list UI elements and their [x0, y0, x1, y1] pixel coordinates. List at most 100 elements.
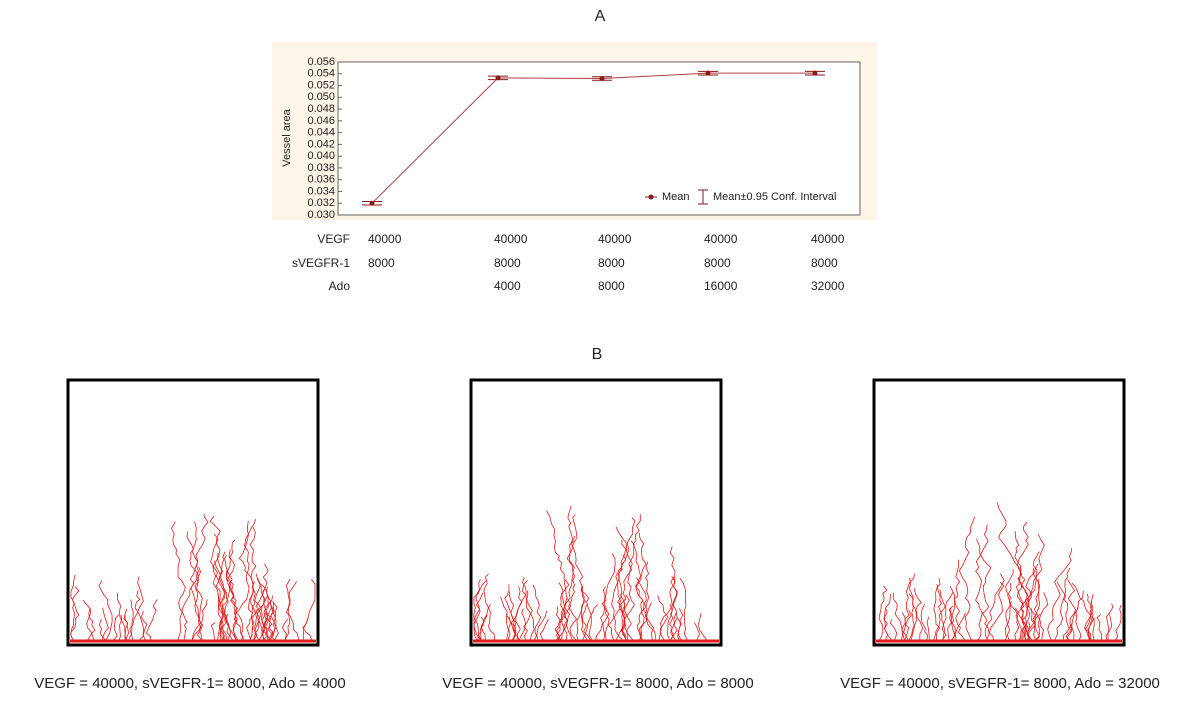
- y-tick-label: 0.046: [307, 115, 335, 127]
- vessel: [140, 610, 148, 641]
- vessel: [908, 593, 916, 641]
- vessel: [554, 606, 562, 641]
- vessel: [567, 505, 578, 641]
- vessel: [268, 601, 277, 641]
- vessel: [1007, 583, 1020, 641]
- image-frame: [872, 378, 1126, 647]
- vessel: [908, 588, 922, 641]
- vessel: [210, 533, 228, 641]
- vessel: [522, 577, 533, 641]
- vessel: [473, 579, 481, 641]
- vessel: [936, 583, 946, 641]
- vessel: [224, 613, 233, 641]
- vessel: [694, 622, 700, 641]
- vessel: [258, 606, 273, 641]
- y-tick-label: 0.036: [307, 174, 335, 186]
- y-tick-label: 0.052: [307, 79, 335, 91]
- vessel: [102, 607, 109, 641]
- vessel: [657, 595, 669, 641]
- vessel: [1115, 604, 1122, 641]
- vessel: [1056, 581, 1073, 641]
- y-tick-label: 0.034: [307, 185, 335, 197]
- vessel: [1096, 614, 1102, 641]
- vessel: [70, 586, 80, 641]
- point: [812, 70, 818, 76]
- vessel: [611, 517, 636, 641]
- vessel: [1065, 578, 1077, 641]
- vessel-image: [66, 378, 320, 647]
- vessel: [1071, 622, 1075, 641]
- vessel: [617, 554, 627, 641]
- legend-label: Mean±0.95 Conf. Interval: [713, 191, 836, 203]
- vessel: [217, 553, 232, 641]
- table-cell: 8000: [598, 279, 625, 293]
- vessel-image: [872, 378, 1126, 647]
- vessel: [1035, 592, 1049, 641]
- row-label: sVEGFR-1: [292, 256, 350, 270]
- vessel: [213, 560, 228, 641]
- vessel: [697, 612, 708, 641]
- vessel: [958, 516, 976, 641]
- vessel: [580, 586, 588, 641]
- vessel: [1105, 614, 1113, 641]
- vessel: [249, 581, 256, 641]
- vessel: [1071, 582, 1095, 641]
- vessel: [1054, 567, 1071, 641]
- vessel: [615, 539, 627, 641]
- vessel: [892, 592, 903, 641]
- vessel: [260, 585, 276, 641]
- vessel: [171, 521, 188, 641]
- y-tick-label: 0.050: [307, 91, 335, 103]
- vessel: [933, 591, 954, 641]
- vessel: [217, 594, 224, 641]
- vessel: [904, 573, 915, 641]
- vessel: [884, 593, 892, 641]
- vessel: [635, 532, 648, 641]
- row-label: VEGF: [317, 232, 350, 246]
- vessel: [500, 596, 511, 641]
- vessel: [70, 574, 76, 641]
- vessel: [1033, 563, 1044, 641]
- vessel: [595, 553, 616, 641]
- y-tick-label: 0.048: [307, 103, 335, 115]
- table-cell: 8000: [811, 256, 838, 270]
- vessel: [1015, 607, 1025, 641]
- vessel: [670, 618, 678, 641]
- table-cell: 40000: [494, 232, 528, 246]
- vessel: [186, 531, 203, 641]
- legend-marker: [698, 189, 708, 205]
- vessel: [889, 618, 898, 641]
- legend-label: Mean: [662, 191, 690, 203]
- vessel: [949, 586, 956, 641]
- vessel: [286, 581, 300, 641]
- vessel: [284, 578, 291, 641]
- vessel: [1020, 568, 1034, 641]
- vessel: [1004, 569, 1014, 641]
- vessel: [508, 584, 521, 641]
- vessel: [556, 579, 571, 641]
- vessel: [98, 580, 113, 641]
- vessel: [254, 588, 266, 641]
- vessel: [82, 599, 95, 641]
- vessel: [536, 610, 548, 641]
- vessel: [677, 608, 684, 641]
- plot-area: [337, 61, 861, 216]
- vessel: [1005, 601, 1012, 641]
- y-tick-label: 0.054: [307, 68, 335, 80]
- vessel: [1084, 602, 1093, 641]
- vessel: [113, 614, 120, 641]
- vessel: [901, 612, 909, 641]
- vessel: [1085, 593, 1094, 641]
- y-tick-label: 0.030: [307, 209, 335, 221]
- vessel: [600, 586, 607, 641]
- vessel: [670, 612, 677, 641]
- vessel: [615, 594, 630, 641]
- table-cell: 40000: [704, 232, 738, 246]
- vessel: [129, 576, 144, 641]
- vessel: [1026, 621, 1031, 641]
- vessel: [878, 585, 888, 641]
- vessel: [265, 600, 275, 641]
- vessel: [1047, 548, 1073, 641]
- vessel: [191, 513, 209, 641]
- vessel: [483, 573, 496, 641]
